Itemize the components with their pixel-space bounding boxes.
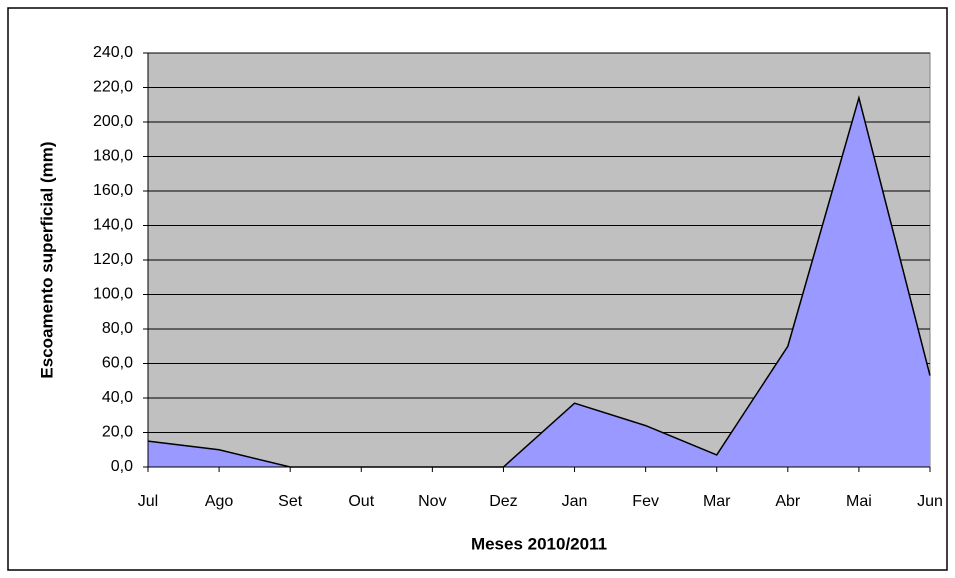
x-tick-label: Ago (205, 493, 234, 510)
y-tick-label: 60,0 (102, 355, 133, 372)
x-tick-label: Mar (703, 493, 731, 510)
area-line (147, 94, 931, 468)
y-tick-label: 40,0 (102, 389, 133, 406)
x-tick-label: Set (278, 493, 303, 510)
y-tick-label: 140,0 (93, 217, 133, 234)
y-tick-label: 80,0 (102, 320, 133, 337)
y-tick-label: 0,0 (111, 458, 133, 475)
area-fill (148, 97, 930, 467)
y-tick-label: 20,0 (102, 424, 133, 441)
x-tick-label: Nov (418, 493, 446, 510)
x-tick-label: Fev (632, 493, 659, 510)
y-tick-label: 220,0 (93, 79, 133, 96)
x-tick-label: Abr (775, 493, 801, 510)
x-tick-label: Dez (489, 493, 517, 510)
y-axis-title: Escoamento superficial (mm) (37, 141, 56, 378)
y-tick-label: 100,0 (93, 286, 133, 303)
y-tick-label: 180,0 (93, 148, 133, 165)
y-tick-label: 160,0 (93, 182, 133, 199)
x-tick-label: Jul (138, 493, 158, 510)
x-tick-label: Out (348, 493, 374, 510)
y-tick-label: 120,0 (93, 251, 133, 268)
x-axis-title: Meses 2010/2011 (471, 534, 607, 553)
x-tick-label: Mai (846, 493, 872, 510)
y-tick-label: 240,0 (93, 44, 133, 61)
x-tick-label: Jan (562, 493, 588, 510)
y-tick-label: 200,0 (93, 113, 133, 130)
x-tick-label: Jun (917, 493, 943, 510)
